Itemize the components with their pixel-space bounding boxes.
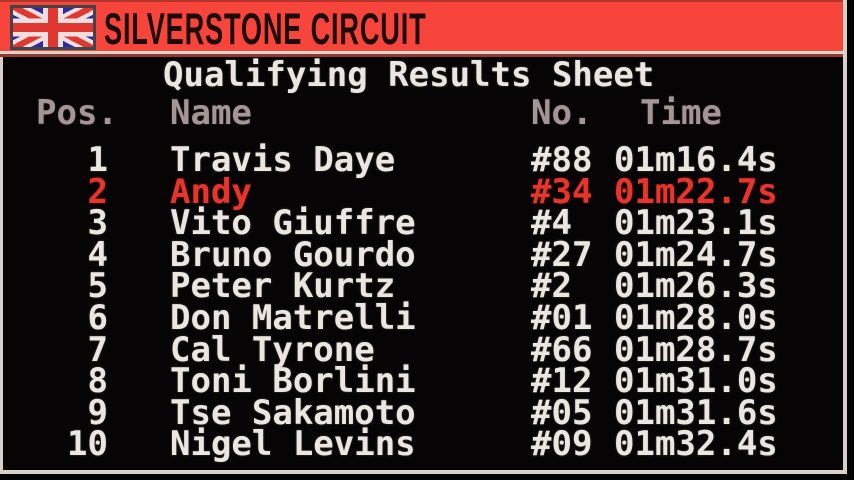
car-number-cell: #66	[531, 329, 593, 370]
driver-name-cell: Nigel Levins	[170, 424, 416, 465]
banner-top-edge	[0, 0, 847, 2]
position-cell: 4	[87, 234, 108, 275]
circuit-banner: SILVERSTONE CIRCUIT	[0, 0, 847, 54]
position-cell: 1	[87, 140, 108, 180]
position-cell: 8	[87, 361, 108, 402]
result-row-2: 2 Andy #34 01m22.7s	[0, 171, 847, 212]
circuit-name-title: SILVERSTONE CIRCUIT	[104, 4, 427, 55]
car-number-cell: #34	[531, 171, 593, 212]
car-number-cell: #12	[531, 361, 593, 402]
position-cell: 2	[87, 171, 108, 212]
lap-time-cell: 01m26.3s	[614, 266, 778, 307]
lap-time-cell: 01m31.6s	[614, 392, 778, 433]
driver-name-cell: Travis Daye	[170, 140, 396, 180]
results-sheet-title: Qualifying Results Sheet	[163, 55, 655, 95]
column-header-pos: Pos.	[36, 93, 118, 133]
position-cell: 7	[87, 329, 108, 370]
driver-name-cell: Toni Borlini	[170, 361, 416, 402]
lap-time-cell: 01m23.1s	[614, 203, 778, 244]
result-row-4: 4 Bruno Gourdo #27 01m24.7s	[0, 234, 847, 275]
banner-bottom-shadow	[0, 54, 847, 57]
position-cell: 3	[87, 203, 108, 244]
lap-time-cell: 01m32.4s	[614, 424, 778, 465]
position-cell: 10	[67, 424, 108, 465]
lap-time-cell: 01m28.0s	[614, 298, 778, 338]
driver-name-cell: Bruno Gourdo	[170, 234, 416, 275]
lap-time-cell: 01m31.0s	[614, 361, 778, 402]
driver-name-cell: Peter Kurtz	[170, 266, 396, 307]
union-jack-flag-icon	[10, 5, 96, 50]
driver-name-cell: Vito Giuffre	[170, 203, 416, 244]
driver-name-cell: Andy	[170, 171, 252, 212]
result-row-9: 9 Tse Sakamoto #05 01m31.6s	[0, 392, 847, 433]
driver-name-cell: Cal Tyrone	[170, 329, 375, 370]
car-number-cell: #01	[531, 298, 593, 338]
position-cell: 6	[87, 298, 108, 338]
lap-time-cell: 01m28.7s	[614, 329, 778, 370]
column-header-time: Time	[640, 93, 722, 133]
position-cell: 9	[87, 392, 108, 433]
car-number-cell: #88	[531, 140, 593, 180]
overscan-bottom	[0, 474, 854, 480]
car-number-cell: #09	[531, 424, 593, 465]
result-row-10: 10 Nigel Levins #09 01m32.4s	[0, 424, 847, 465]
driver-name-cell: Tse Sakamoto	[170, 392, 416, 433]
overscan-right	[847, 0, 854, 480]
car-number-cell: #05	[531, 392, 593, 433]
result-row-1: 1 Travis Daye #88 01m16.4s	[0, 140, 847, 180]
result-row-8: 8 Toni Borlini #12 01m31.0s	[0, 361, 847, 402]
screen-border-left	[0, 57, 3, 473]
driver-name-cell: Don Matrelli	[170, 298, 416, 338]
screen-border-bottom	[0, 470, 847, 474]
column-header-no: No.	[531, 93, 593, 133]
screen-border-right	[843, 0, 847, 473]
lap-time-cell: 01m22.7s	[614, 171, 778, 212]
car-number-cell: #4	[531, 203, 572, 244]
car-number-cell: #27	[531, 234, 593, 275]
car-number-cell: #2	[531, 266, 572, 307]
column-header-name: Name	[170, 93, 252, 133]
position-cell: 5	[87, 266, 108, 307]
result-row-3: 3 Vito Giuffre #4 01m23.1s	[0, 203, 847, 244]
lap-time-cell: 01m24.7s	[614, 234, 778, 275]
result-row-6: 6 Don Matrelli #01 01m28.0s	[0, 298, 847, 338]
result-row-7: 7 Cal Tyrone #66 01m28.7s	[0, 329, 847, 370]
lap-time-cell: 01m16.4s	[614, 140, 778, 180]
result-row-5: 5 Peter Kurtz #2 01m26.3s	[0, 266, 847, 307]
